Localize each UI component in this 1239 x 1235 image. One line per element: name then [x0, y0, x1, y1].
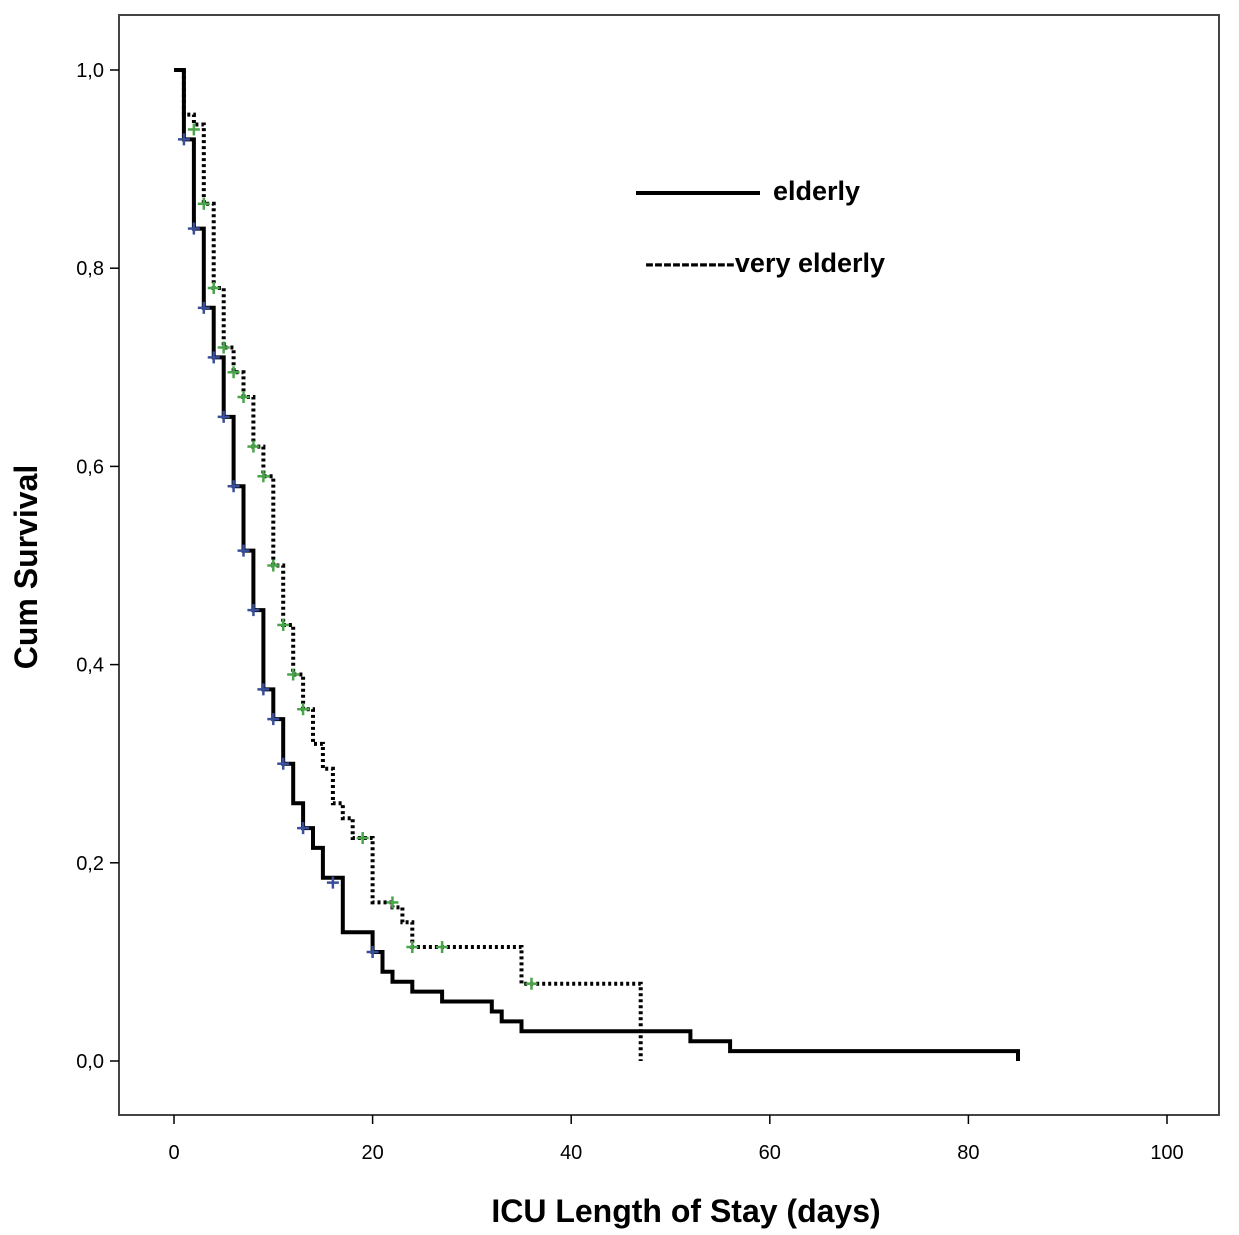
x-tick-label: 80	[957, 1142, 979, 1164]
censor-mark-very-elderly	[297, 703, 310, 716]
censor-mark-elderly	[197, 301, 210, 314]
censor-mark-very-elderly	[207, 282, 220, 295]
censor-layer	[177, 123, 538, 990]
censor-mark-very-elderly	[406, 941, 419, 954]
y-tick-label: 0,8	[76, 258, 104, 280]
x-tick-label: 40	[560, 1142, 582, 1164]
legend-very-elderly-label: ----------very elderly	[645, 248, 885, 278]
plot-frame	[118, 14, 1220, 1116]
censor-mark-elderly	[277, 757, 290, 770]
censor-mark-elderly	[297, 822, 310, 835]
censor-mark-very-elderly	[267, 559, 280, 572]
censor-mark-elderly	[366, 945, 379, 958]
censor-mark-very-elderly	[187, 123, 200, 136]
y-tick-label: 1,0	[76, 60, 104, 82]
series-line-very-elderly	[181, 70, 643, 1061]
censor-mark-very-elderly	[217, 341, 230, 354]
censor-mark-elderly	[257, 683, 270, 696]
y-tick-label: 0,6	[76, 456, 104, 478]
censor-mark-elderly	[187, 222, 200, 235]
legend: elderly ----------very elderly	[636, 176, 885, 278]
censor-mark-very-elderly	[197, 197, 210, 210]
legend-elderly-label: elderly	[773, 176, 860, 206]
censor-mark-very-elderly	[277, 618, 290, 631]
x-tick-label: 0	[168, 1142, 179, 1164]
censor-mark-very-elderly	[386, 896, 399, 909]
censor-mark-very-elderly	[247, 440, 260, 453]
y-tick-label: 0,0	[76, 1051, 104, 1073]
censor-mark-elderly	[217, 410, 230, 423]
censor-mark-elderly	[267, 713, 280, 726]
x-axis: 0 20 40 60 80 100	[168, 1115, 1184, 1164]
censor-mark-very-elderly	[287, 668, 300, 681]
censor-mark-very-elderly	[356, 832, 369, 845]
x-tick-label: 60	[759, 1142, 781, 1164]
censor-mark-very-elderly	[257, 470, 270, 483]
censor-mark-elderly	[227, 480, 240, 493]
y-axis: 0,0 0,2 0,4 0,6 0,8 1,0	[76, 60, 119, 1073]
x-tick-label: 100	[1150, 1142, 1183, 1164]
x-tick-label: 20	[361, 1142, 383, 1164]
censor-mark-elderly	[177, 133, 190, 146]
x-axis-title: ICU Length of Stay (days)	[491, 1193, 880, 1229]
y-tick-label: 0,2	[76, 853, 104, 875]
censor-mark-elderly	[207, 351, 220, 364]
y-axis-title: Cum Survival	[8, 465, 44, 670]
censor-mark-elderly	[326, 876, 339, 889]
censor-mark-elderly	[237, 544, 250, 557]
series-layer	[174, 68, 1020, 1061]
censor-mark-elderly	[247, 604, 260, 617]
censor-mark-very-elderly	[227, 366, 240, 379]
y-tick-label: 0,4	[76, 655, 104, 677]
censor-mark-very-elderly	[237, 391, 250, 404]
censor-mark-very-elderly	[525, 977, 538, 990]
series-line-elderly	[174, 68, 1020, 1061]
censor-mark-very-elderly	[436, 941, 449, 954]
